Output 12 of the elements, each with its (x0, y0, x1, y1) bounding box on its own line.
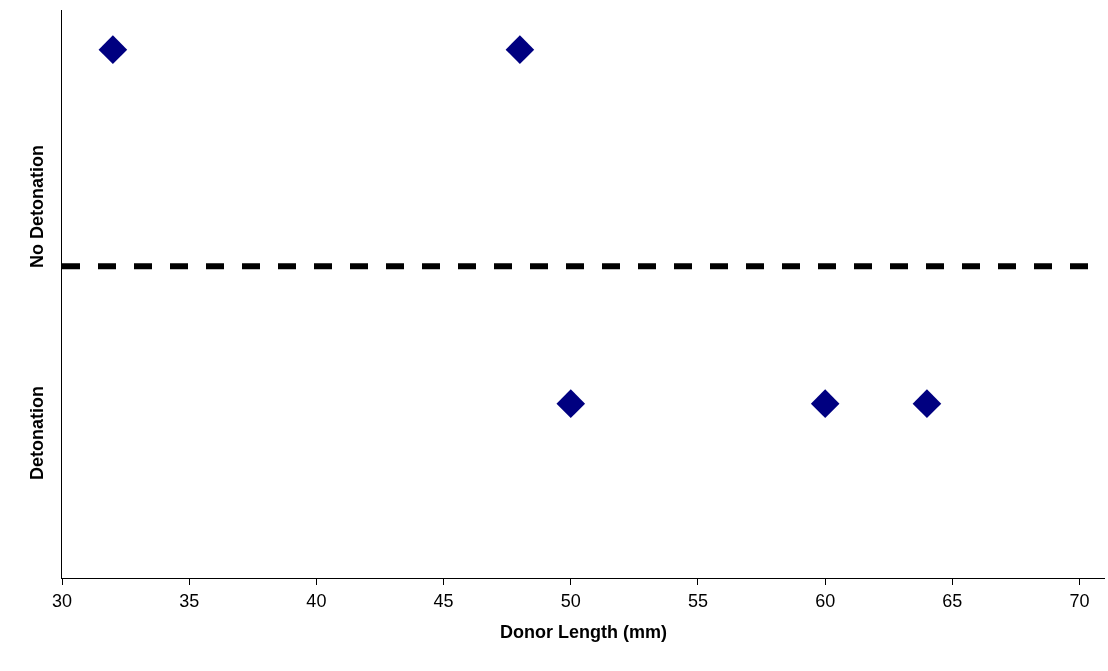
x-tick-label: 65 (942, 590, 963, 611)
x-tick-label: 70 (1069, 590, 1090, 611)
x-tick-label: 60 (815, 590, 836, 611)
x-tick-label: 45 (433, 590, 454, 611)
text: No Detonation (27, 144, 48, 268)
x-axis-title: Donor Length (mm) (500, 621, 667, 642)
x-tick-label: 50 (560, 590, 581, 611)
text: Detonation (27, 385, 48, 480)
x-tick-label: 35 (179, 590, 200, 611)
x-tick-label: 30 (51, 590, 73, 611)
x-tick-label: 40 (306, 590, 327, 611)
x-tick-label: 55 (687, 590, 708, 611)
